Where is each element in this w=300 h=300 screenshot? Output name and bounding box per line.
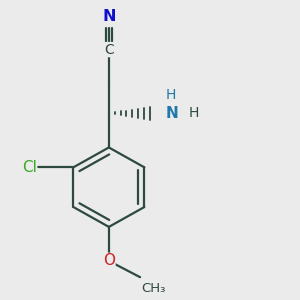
Text: N: N (166, 106, 178, 121)
Text: Cl: Cl (22, 160, 37, 175)
Text: CH₃: CH₃ (142, 282, 166, 295)
Text: N: N (102, 9, 116, 24)
Text: O: O (103, 254, 115, 268)
Text: H: H (166, 88, 176, 102)
Text: C: C (104, 43, 114, 57)
Text: H: H (188, 106, 199, 120)
